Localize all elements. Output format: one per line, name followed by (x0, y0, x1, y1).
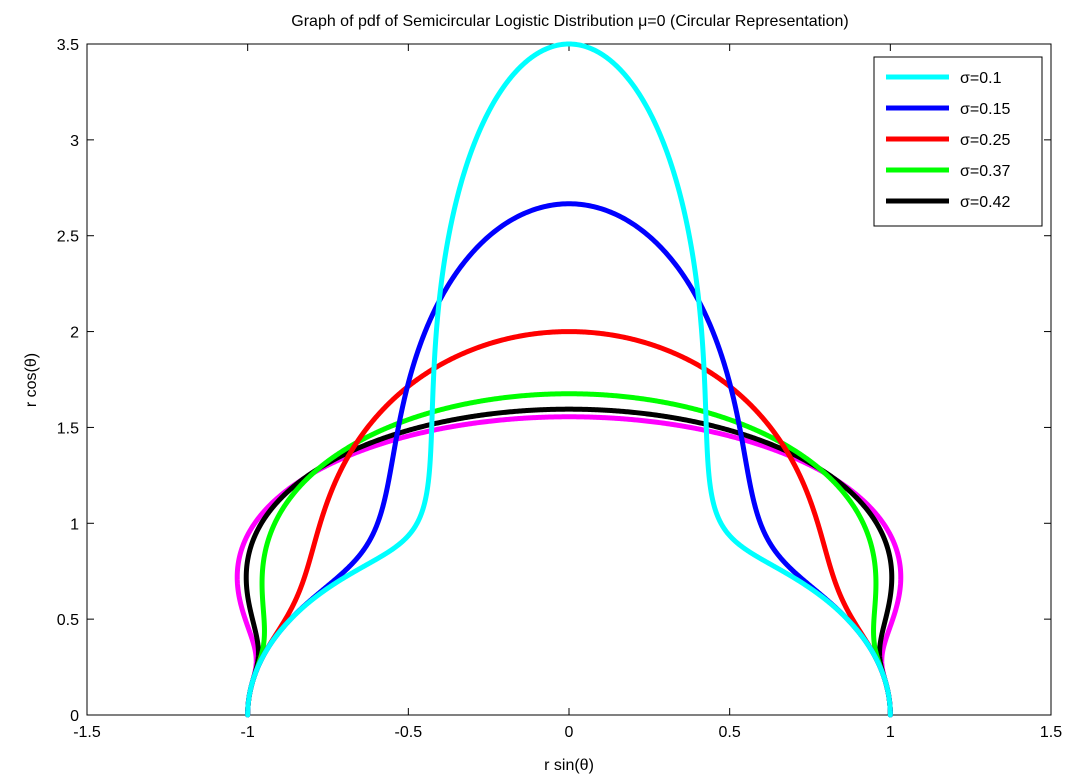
y-axis-label: r cos(θ) (23, 353, 40, 407)
y-tick-label: 2 (70, 325, 79, 342)
x-tick-label: 0 (565, 724, 574, 741)
x-tick-label: -0.5 (395, 724, 423, 741)
x-tick-label: -1.5 (73, 724, 101, 741)
series-line-2 (245, 329, 893, 718)
y-tick-label: 3 (70, 133, 79, 150)
curves-layer (234, 41, 904, 718)
y-tick-label: 0.5 (57, 612, 79, 629)
chart-title: Graph of pdf of Semicircular Logistic Di… (291, 13, 848, 30)
legend-label: σ=0.37 (960, 163, 1010, 180)
series-line-3 (245, 391, 893, 718)
legend-label: σ=0.25 (960, 132, 1010, 149)
x-axis-label: r sin(θ) (544, 757, 594, 774)
y-tick-label: 2.5 (57, 229, 79, 246)
y-tick-label: 1.5 (57, 420, 79, 437)
x-tick-label: 1 (886, 724, 895, 741)
y-tick-label: 3.5 (57, 37, 79, 54)
series-line-4 (243, 406, 895, 718)
legend-label: σ=0.42 (960, 194, 1010, 211)
x-tick-label: 1.5 (1040, 724, 1062, 741)
legend-label: σ=0.1 (960, 70, 1002, 87)
series-line-5 (234, 414, 904, 718)
y-tick-label: 0 (70, 708, 79, 725)
x-tick-label: 0.5 (719, 724, 741, 741)
legend-label: σ=0.15 (960, 101, 1010, 118)
ticks-layer: -1.5 -1 -0.5 0 0.5 1 1.5 0 0.5 1 1.5 2 2.5 3 3.5 (57, 37, 1062, 741)
series-line-0 (245, 41, 893, 718)
x-tick-label: -1 (241, 724, 255, 741)
y-tick-label: 1 (70, 516, 79, 533)
legend: σ=0.1 σ=0.15 σ=0.25 σ=0.37 σ=0.42 (873, 56, 1043, 227)
